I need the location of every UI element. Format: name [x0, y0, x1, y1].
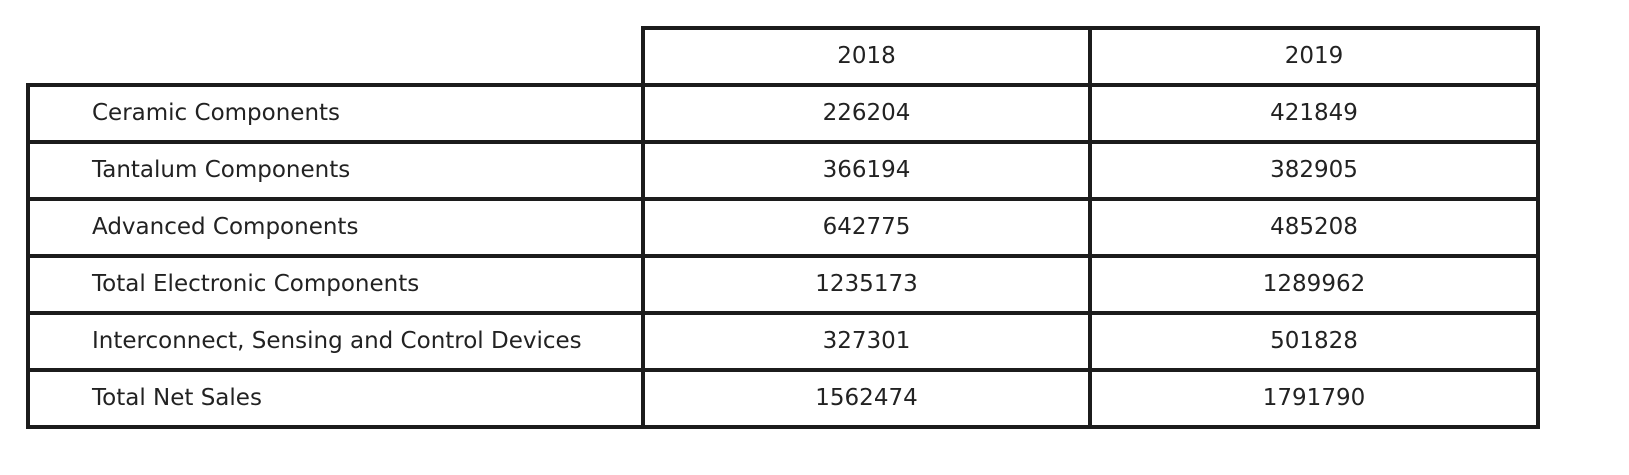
table-cell-value: 1235173: [641, 254, 1092, 315]
column-header-2018: 2018: [641, 26, 1092, 87]
row-label: Tantalum Components: [26, 140, 645, 201]
table-cell-value: 1562474: [641, 368, 1092, 429]
table-cell-value: 382905: [1088, 140, 1540, 201]
row-label: Ceramic Components: [26, 83, 645, 144]
table-cell-value: 642775: [641, 197, 1092, 258]
table-cell-value: 327301: [641, 311, 1092, 372]
table-cell-value: 226204: [641, 83, 1092, 144]
column-header-2019: 2019: [1088, 26, 1540, 87]
table-cell-value: 501828: [1088, 311, 1540, 372]
row-label: Advanced Components: [26, 197, 645, 258]
row-label: Total Electronic Components: [26, 254, 645, 315]
table-cell-value: 1289962: [1088, 254, 1540, 315]
row-label: Total Net Sales: [26, 368, 645, 429]
table-cell-value: 1791790: [1088, 368, 1540, 429]
table-cell-value: 485208: [1088, 197, 1540, 258]
row-label: Interconnect, Sensing and Control Device…: [26, 311, 645, 372]
table-cell-value: 366194: [641, 140, 1092, 201]
table-cell-value: 421849: [1088, 83, 1540, 144]
